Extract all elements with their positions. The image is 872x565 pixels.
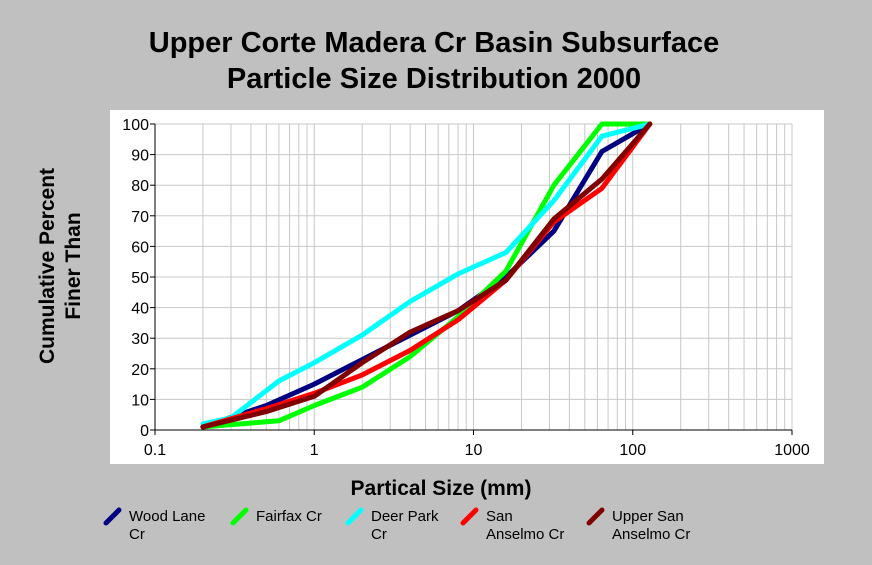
series-line-3 [200, 121, 653, 430]
chart-title-line-2: Particle Size Distribution 2000 [227, 63, 641, 95]
y-tick-label: 60 [131, 239, 149, 256]
x-tick-label: 100 [619, 442, 646, 459]
legend-marker-1 [230, 507, 249, 526]
legend-marker-0 [103, 507, 122, 526]
y-tick-label: 40 [131, 301, 149, 318]
series-line-2 [200, 121, 653, 427]
legend-marker-2 [345, 507, 364, 526]
y-tick-label: 70 [131, 209, 149, 226]
legend-label-3: San [486, 508, 513, 525]
y-tick-label: 100 [122, 117, 149, 134]
x-tick-label: 10 [465, 442, 483, 459]
y-tick-labels: 0 10 20 30 40 50 60 70 80 90 100 [122, 117, 155, 440]
x-tick-label: 1000 [774, 442, 810, 459]
x-tick-labels: 0.1 1 10 100 1000 [144, 430, 810, 459]
legend-label-2-line-2: Cr [371, 526, 387, 543]
legend-label-1: Fairfax Cr [256, 508, 322, 525]
y-axis-title-line-1: Cumulative Percent [36, 168, 59, 364]
chart-title-line-1: Upper Corte Madera Cr Basin Subsurface [149, 27, 719, 59]
y-tick-label: 90 [131, 148, 149, 165]
legend-label-3-line-2: Anselmo Cr [486, 526, 564, 543]
legend-marker-3 [460, 507, 479, 526]
x-tick-label: 1 [310, 442, 319, 459]
y-tick-label: 10 [131, 392, 149, 409]
legend-marker-4 [586, 507, 605, 526]
legend-label-0: Wood Lane [129, 508, 205, 525]
y-tick-label: 20 [131, 362, 149, 379]
plot-frame [110, 110, 824, 464]
series-layer [200, 121, 653, 430]
x-axis-title: Partical Size (mm) [351, 477, 532, 500]
legend-label-2: Deer Park [371, 508, 439, 525]
y-axis-title-line-2: Finer Than [62, 212, 85, 319]
y-tick-label: 0 [140, 423, 149, 440]
legend-label-4-line-2: Anselmo Cr [612, 526, 690, 543]
x-tick-label: 0.1 [144, 442, 166, 459]
series-line-4 [200, 121, 653, 430]
legend-label-0-line-2: Cr [129, 526, 145, 543]
legend-label-4: Upper San [612, 508, 684, 525]
y-tick-label: 50 [131, 270, 149, 287]
y-tick-label: 30 [131, 331, 149, 348]
y-tick-label: 80 [131, 178, 149, 195]
